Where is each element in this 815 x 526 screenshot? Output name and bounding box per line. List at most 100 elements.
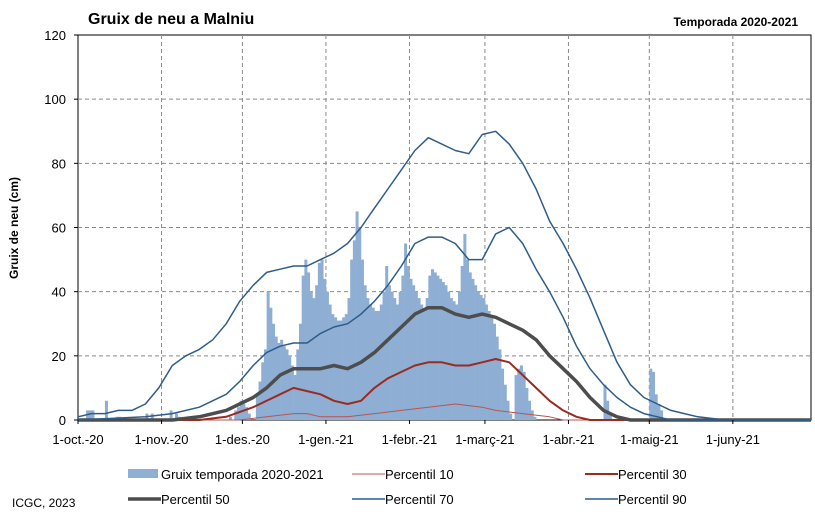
- season-label: Temporada 2020-2021: [673, 15, 798, 29]
- snow-depth-bar: [404, 243, 408, 420]
- snow-depth-bar: [328, 304, 332, 420]
- snow-depth-bar: [336, 320, 340, 420]
- legend: Gruix temporada 2020-2021 Percentil 10 Per…: [128, 467, 687, 507]
- line-series-group: [77, 130, 811, 422]
- snow-depth-bar: [395, 304, 399, 420]
- snow-depth-bar: [255, 394, 259, 420]
- snow-depth-bar: [533, 416, 537, 420]
- legend-label: Percentil 50: [161, 492, 230, 507]
- x-tick-labels: 1-oct.-20 1-nov.-20 1-des.-20 1-gen.-21 1-fe…: [52, 420, 760, 447]
- snow-depth-bar: [358, 227, 362, 420]
- y-tick-label: 40: [52, 285, 66, 300]
- snow-depth-bar: [393, 298, 397, 420]
- snow-depth-bar: [495, 336, 499, 420]
- snow-depth-bar: [390, 291, 394, 420]
- snow-depth-bar: [482, 298, 486, 420]
- snow-depth-bar: [175, 413, 179, 420]
- snow-depth-bar: [169, 410, 173, 420]
- chart-title: Gruix de neu a Malniu: [88, 11, 254, 28]
- snow-depth-bar: [506, 400, 510, 420]
- snow-depth-bar: [457, 291, 461, 420]
- line-percentil-3: [77, 226, 811, 421]
- snow-depth-bar: [501, 368, 505, 420]
- snow-depth-bar: [379, 304, 383, 420]
- snow-depth-bar: [91, 410, 95, 420]
- snow-depth-bar: [606, 400, 610, 420]
- snow-depth-bar: [285, 349, 289, 420]
- snow-depth-bar: [312, 298, 316, 420]
- snow-depth-bar: [317, 262, 321, 420]
- legend-label: Percentil 10: [385, 467, 454, 482]
- snow-depth-bar: [608, 413, 612, 420]
- snow-depth-bar: [657, 403, 661, 420]
- grid-lines: [78, 35, 811, 420]
- y-tick-label: 80: [52, 156, 66, 171]
- snow-depth-bar: [334, 317, 338, 420]
- snow-depth-bar: [452, 301, 456, 420]
- snow-depth-bar: [433, 272, 437, 420]
- snow-depth-bar: [455, 304, 459, 420]
- y-tick-label: 100: [44, 92, 66, 107]
- snow-depth-bar: [517, 368, 521, 420]
- snow-depth-bar: [323, 278, 327, 420]
- snow-depth-bar: [660, 410, 664, 420]
- y-tick-label: 0: [59, 413, 66, 428]
- snow-depth-bar: [387, 285, 391, 420]
- snow-depth-bar: [369, 304, 373, 420]
- snow-depth-bar: [428, 275, 432, 420]
- snow-depth-bar: [498, 349, 502, 420]
- snow-depth-bar: [247, 413, 251, 420]
- x-tick-label: 1-oct.-20: [52, 432, 103, 447]
- line-percentil-0: [78, 403, 811, 421]
- snow-depth-bar: [471, 278, 475, 420]
- y-tick-label: 120: [44, 28, 66, 43]
- snow-depth-bar: [382, 291, 386, 420]
- snow-depth-bar: [339, 320, 343, 420]
- y-tick-label: 20: [52, 349, 66, 364]
- snow-depth-bar: [476, 291, 480, 420]
- snow-depth-bar: [414, 291, 418, 420]
- x-tick-label: 1-abr.-21: [542, 432, 594, 447]
- snow-depth-bar: [431, 269, 435, 420]
- snow-depth-bar: [441, 282, 445, 420]
- legend-label: Percentil 30: [618, 467, 687, 482]
- snow-depth-bar: [301, 275, 305, 420]
- snow-depth-bar: [263, 349, 267, 420]
- snow-depth-bar: [245, 407, 249, 420]
- line-percentil-2: [78, 305, 811, 422]
- snow-depth-bar: [277, 343, 281, 420]
- snow-depth-bar: [519, 365, 523, 420]
- source-label: ICGC, 2023: [12, 496, 76, 510]
- snow-depth-bar: [460, 266, 464, 420]
- legend-swatch-bar: [128, 469, 158, 478]
- snow-depth-bar: [463, 233, 467, 420]
- snow-depth-bar: [355, 211, 359, 420]
- snow-depth-bar: [398, 291, 402, 420]
- snow-depth-bar: [272, 323, 276, 420]
- snow-depth-bar: [315, 285, 319, 420]
- snow-depth-bar: [425, 298, 429, 420]
- snow-depth-bar: [266, 291, 270, 420]
- snow-depth-bar: [444, 285, 448, 420]
- snow-depth-bar: [412, 285, 416, 420]
- bar-series-group: [86, 211, 664, 420]
- snow-depth-bar: [320, 259, 324, 420]
- snow-depth-bar: [104, 400, 108, 420]
- legend-label: Percentil 70: [385, 492, 454, 507]
- legend-label: Percentil 90: [618, 492, 687, 507]
- snow-depth-bar: [304, 259, 308, 420]
- snow-depth-bar: [439, 278, 443, 420]
- snow-depth-bar: [293, 375, 297, 420]
- snow-depth-bar: [236, 407, 240, 420]
- snow-depth-bar: [449, 298, 453, 420]
- snow-depth-bar: [242, 403, 246, 420]
- snow-depth-bar: [296, 349, 300, 420]
- snow-depth-bar: [474, 285, 478, 420]
- snow-depth-bar: [307, 272, 311, 420]
- snow-depth-bar: [325, 291, 329, 420]
- x-tick-label: 1-febr.-21: [382, 432, 438, 447]
- snow-depth-bar: [309, 291, 313, 420]
- snow-depth-bar: [347, 298, 351, 420]
- snow-depth-bar: [522, 371, 526, 420]
